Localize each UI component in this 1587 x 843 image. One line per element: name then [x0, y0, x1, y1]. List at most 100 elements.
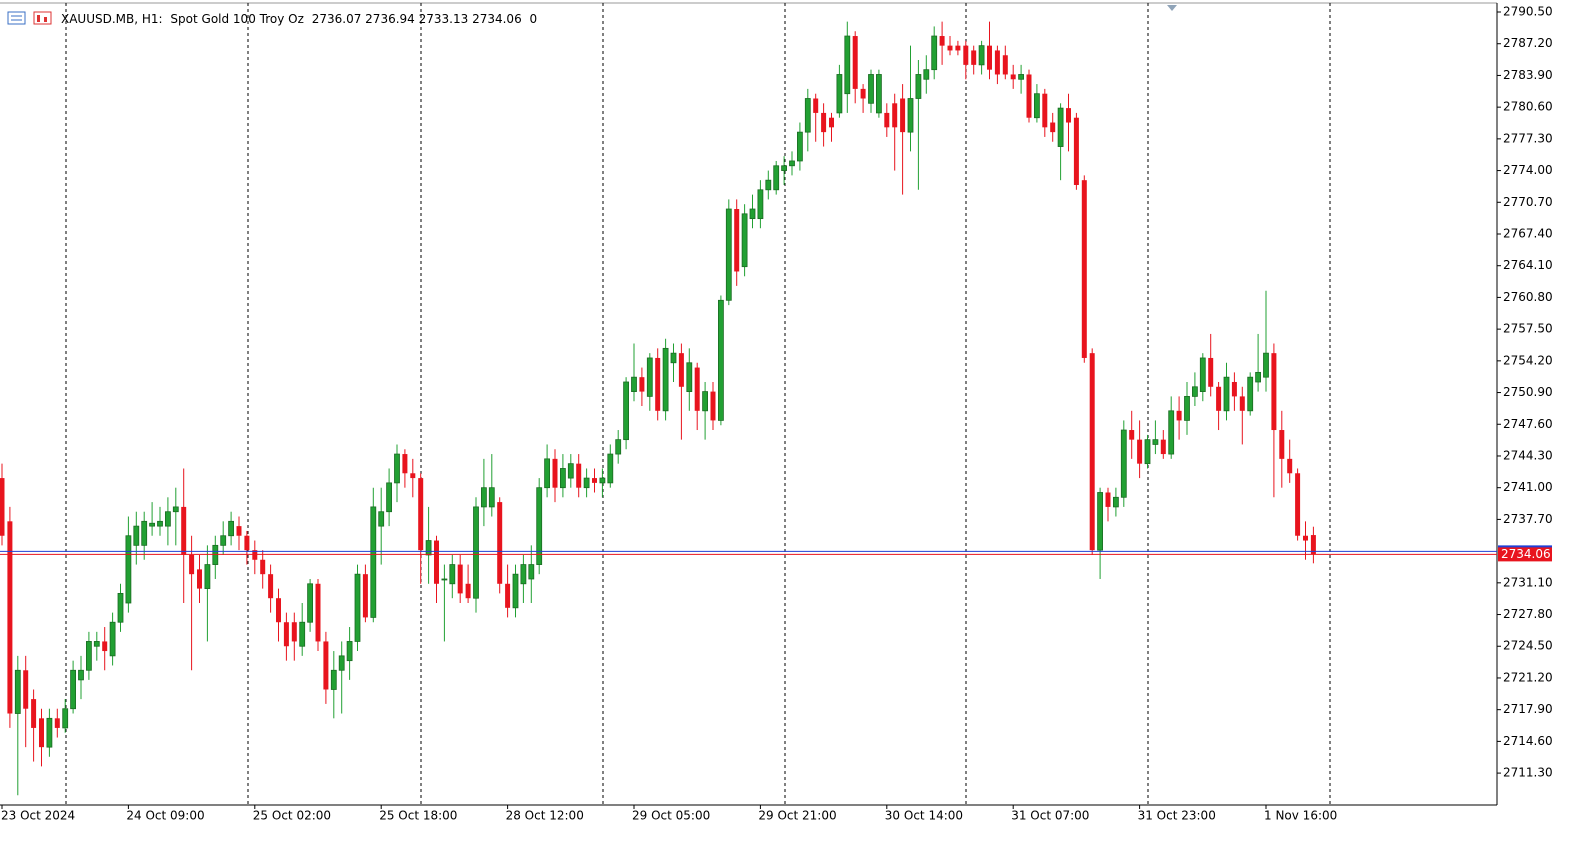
candle-body	[354, 573, 361, 642]
candle-body	[1310, 535, 1316, 555]
candle-body	[821, 112, 827, 133]
x-tick-label: 25 Oct 02:00	[253, 809, 331, 823]
candle-body	[425, 540, 432, 556]
candle-body	[1144, 439, 1151, 465]
y-tick-label: 2744.30	[1503, 448, 1553, 462]
candle-body	[1255, 371, 1261, 383]
candle-body	[1160, 439, 1166, 455]
candle-body	[931, 35, 938, 71]
candle-body	[418, 478, 424, 551]
candle-body	[757, 189, 764, 220]
x-tick-label: 31 Oct 07:00	[1011, 809, 1089, 823]
chart-header: XAUUSD.MB, H1: Spot Gold 100 Troy Oz 273…	[61, 12, 537, 26]
candle-body	[141, 520, 148, 546]
ask-box	[1498, 545, 1552, 549]
candle-body	[789, 160, 795, 167]
header-high: 2736.94	[365, 12, 415, 26]
candle-body	[228, 520, 235, 537]
y-tick-label: 2757.50	[1503, 322, 1553, 336]
candle-body	[362, 574, 368, 618]
candle-body	[244, 535, 250, 551]
description: Spot Gold 100 Troy Oz	[170, 12, 303, 26]
candle-body	[133, 525, 140, 546]
y-tick-label: 2724.50	[1503, 639, 1553, 653]
candle-body	[157, 520, 163, 527]
candle-body	[457, 564, 463, 594]
candle-body	[1018, 74, 1024, 80]
candle-body	[646, 357, 653, 397]
candle-body	[276, 598, 281, 623]
candle-body	[907, 98, 914, 133]
candle-body	[599, 477, 606, 484]
candle-body	[39, 718, 44, 748]
candle-body	[884, 112, 890, 128]
candle-body	[1081, 180, 1087, 358]
candle-body	[592, 478, 597, 483]
candle-body	[1097, 492, 1103, 551]
candle-body	[307, 583, 314, 623]
candle-body	[172, 506, 179, 513]
candle-body	[149, 522, 156, 527]
candle-body	[117, 592, 124, 623]
candle-body	[505, 583, 511, 608]
candle-body	[892, 103, 898, 128]
candle-body	[102, 641, 108, 652]
candle-body	[804, 98, 811, 133]
header-open: 2736.07	[312, 12, 362, 26]
x-tick-label: 23 Oct 2024	[1, 809, 75, 823]
candle-body	[1026, 74, 1032, 118]
y-tick-label: 2747.60	[1503, 417, 1553, 431]
candle-body	[0, 478, 5, 536]
candle-body	[291, 622, 297, 642]
candle-body	[434, 540, 439, 584]
candle-body	[987, 45, 992, 70]
x-tick-label: 29 Oct 05:00	[632, 809, 710, 823]
y-tick-label: 2711.30	[1503, 766, 1553, 780]
candle-body	[346, 641, 353, 662]
candle-body	[488, 487, 495, 508]
candle-body	[283, 622, 289, 647]
candle-body	[583, 477, 590, 489]
y-tick-label: 2754.20	[1503, 353, 1553, 367]
y-tick-label: 2777.30	[1503, 131, 1553, 145]
y-tick-label: 2774.00	[1503, 163, 1553, 177]
candle-body	[323, 641, 329, 690]
y-tick-label: 2783.90	[1503, 68, 1553, 82]
candle-body	[370, 506, 377, 618]
candle-body	[1137, 439, 1143, 464]
y-tick-label: 2731.10	[1503, 575, 1553, 589]
candle-body	[978, 45, 985, 66]
candle-body	[54, 718, 60, 728]
candle-body	[813, 98, 819, 113]
y-tick-label: 2721.20	[1503, 670, 1553, 684]
candle-body	[299, 621, 306, 647]
candle-body	[31, 699, 37, 728]
candle-body	[734, 209, 740, 272]
candle-body	[1247, 376, 1254, 412]
candle-body	[1287, 458, 1293, 474]
price-box	[1498, 547, 1552, 562]
y-tick-label: 2727.80	[1503, 607, 1553, 621]
candle-body	[338, 655, 345, 671]
candle-body	[93, 641, 100, 647]
header-value: 0	[530, 12, 538, 26]
candle-body	[1050, 122, 1056, 133]
candle-body	[947, 45, 953, 51]
candle-body	[1105, 492, 1111, 507]
candle-body	[402, 454, 408, 474]
candle-body	[473, 506, 479, 599]
candle-body	[1303, 535, 1308, 541]
y-tick-label: 2750.90	[1503, 385, 1553, 399]
candle-body	[615, 439, 622, 455]
candle-body	[852, 36, 858, 89]
candle-body	[441, 578, 448, 581]
candle-body	[631, 376, 637, 392]
y-tick-label: 2770.70	[1503, 195, 1553, 209]
candle-body	[62, 708, 69, 729]
candle-body	[544, 458, 550, 489]
candle-body	[528, 564, 535, 580]
candle-body	[560, 468, 566, 489]
candle-body	[1184, 395, 1190, 421]
candle-body	[868, 74, 874, 104]
